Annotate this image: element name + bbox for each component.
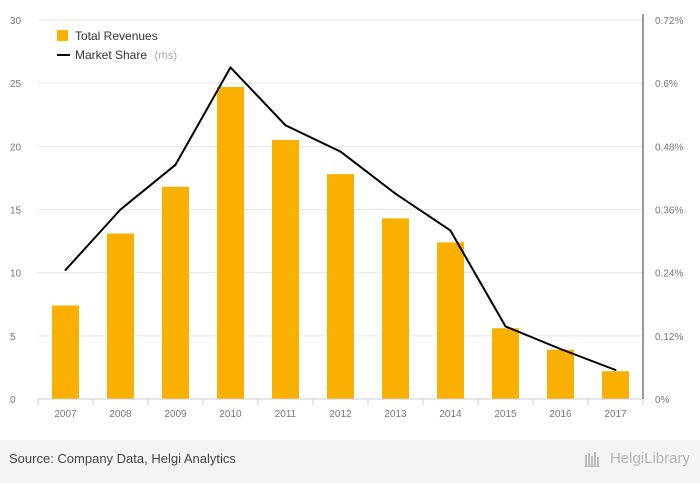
y-tick-label: 25 [10,79,22,90]
x-axis: 2007 2008 2009 2010 2011 2012 2013 2014 2015 2016… [37,398,644,420]
market-share-point-2007 [64,269,67,272]
x-tick-label: 2015 [494,409,517,420]
y2-tick-label: 0.12% [655,332,683,343]
y-axis-left: 0 5 10 15 20 25 30 [10,16,22,406]
bar-2016 [547,349,574,399]
market-share-point-2016 [559,347,562,350]
y2-tick-label: 0% [655,395,670,406]
bar-2012 [327,174,354,399]
y-tick-label: 0 [10,395,16,406]
y-tick-label: 20 [10,142,22,153]
bar-2007 [52,305,79,399]
y-tick-label: 15 [10,206,22,217]
x-tick-label: 2013 [384,409,407,420]
market-share-point-2017 [614,369,617,372]
bar-2011 [272,140,299,399]
market-share-point-2008 [119,208,122,211]
x-tick-label: 2016 [549,409,572,420]
footer [0,440,700,483]
bar-2014 [437,242,464,399]
x-tick-label: 2008 [109,409,132,420]
legend-label-market-share: Market Share (rhs) [75,46,177,63]
market-share-point-2010 [229,66,232,69]
x-tick-label: 2011 [275,409,297,420]
bar-2008 [107,233,134,399]
brand-logo: HelgiLibrary [583,450,690,467]
market-share-point-2013 [394,192,397,195]
y2-tick-label: 0.72% [655,16,683,27]
y-axis-right: 0% 0.12% 0.24% 0.36% 0.48% 0.6% 0.72% [642,14,683,406]
market-share-point-2011 [284,124,287,127]
library-icon [583,451,600,467]
market-share-point-2015 [504,325,507,328]
y-tick-label: 10 [10,269,22,280]
bar-2009 [162,186,189,399]
y-tick-label: 5 [10,332,16,343]
market-share-point-2009 [174,163,177,166]
source-note: Source: Company Data, Helgi Analytics [9,451,236,466]
legend-swatch-total-revenues [57,30,68,41]
x-tick-label: 2014 [439,409,462,420]
x-tick-label: 2007 [54,409,77,420]
x-tick-label: 2012 [329,409,352,420]
market-share-point-2012 [339,150,342,153]
brand-name: HelgiLibrary [609,450,690,467]
y2-tick-label: 0.48% [655,142,683,153]
x-tick-label: 2009 [164,409,187,420]
y2-tick-label: 0.36% [655,206,683,217]
y2-tick-label: 0.6% [655,79,678,90]
x-tick-label: 2017 [604,409,627,420]
bar-2017 [602,371,629,399]
bar-2010 [217,86,244,399]
y-tick-label: 30 [10,16,22,27]
chart: 2007 2008 2009 2010 2011 2012 2013 2014 2015 2016… [10,14,683,420]
y2-tick-label: 0.24% [655,269,683,280]
bar-2013 [382,218,409,399]
bars [52,86,629,399]
market-share-point-2014 [449,229,452,232]
legend-label-total-revenues: Total Revenues [75,29,158,43]
x-tick-label: 2010 [219,409,242,420]
market-share-line-group [64,66,617,372]
legend: Total Revenues Market Share (rhs) [57,29,177,63]
bar-2015 [492,328,519,399]
